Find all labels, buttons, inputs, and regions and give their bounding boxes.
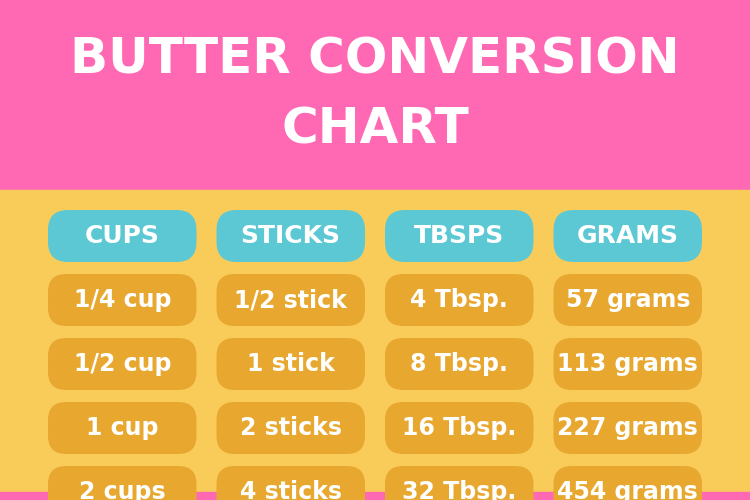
FancyBboxPatch shape	[217, 274, 365, 326]
FancyBboxPatch shape	[385, 274, 533, 326]
FancyBboxPatch shape	[554, 466, 702, 500]
FancyBboxPatch shape	[48, 274, 196, 326]
FancyBboxPatch shape	[48, 466, 196, 500]
FancyBboxPatch shape	[554, 338, 702, 390]
Text: 2 cups: 2 cups	[79, 480, 166, 500]
Text: 16 Tbsp.: 16 Tbsp.	[402, 416, 516, 440]
Text: GRAMS: GRAMS	[577, 224, 679, 248]
FancyBboxPatch shape	[385, 402, 533, 454]
FancyBboxPatch shape	[385, 210, 533, 262]
FancyBboxPatch shape	[217, 402, 365, 454]
Text: 113 grams: 113 grams	[557, 352, 698, 376]
Text: 1/2 stick: 1/2 stick	[234, 288, 347, 312]
Text: 57 grams: 57 grams	[566, 288, 690, 312]
Text: 1 stick: 1 stick	[247, 352, 334, 376]
Text: 1/2 cup: 1/2 cup	[74, 352, 171, 376]
Text: 2 sticks: 2 sticks	[240, 416, 342, 440]
Text: 32 Tbsp.: 32 Tbsp.	[402, 480, 516, 500]
Text: 1/4 cup: 1/4 cup	[74, 288, 171, 312]
FancyBboxPatch shape	[385, 466, 533, 500]
FancyBboxPatch shape	[385, 338, 533, 390]
FancyBboxPatch shape	[554, 274, 702, 326]
Text: TBSPS: TBSPS	[414, 224, 504, 248]
Text: 4 Tbsp.: 4 Tbsp.	[410, 288, 509, 312]
FancyBboxPatch shape	[554, 210, 702, 262]
Text: 1 cup: 1 cup	[86, 416, 158, 440]
FancyBboxPatch shape	[48, 402, 196, 454]
Text: STICKS: STICKS	[241, 224, 340, 248]
FancyBboxPatch shape	[554, 402, 702, 454]
Text: 4 sticks: 4 sticks	[240, 480, 342, 500]
FancyBboxPatch shape	[48, 338, 196, 390]
FancyBboxPatch shape	[217, 210, 365, 262]
Bar	[0, 190, 750, 500]
Text: 8 Tbsp.: 8 Tbsp.	[410, 352, 509, 376]
Bar	[0, 0, 750, 190]
Bar	[0, 492, 750, 500]
FancyBboxPatch shape	[217, 466, 365, 500]
Text: BUTTER CONVERSION: BUTTER CONVERSION	[70, 36, 680, 84]
Text: 227 grams: 227 grams	[557, 416, 698, 440]
Text: 454 grams: 454 grams	[557, 480, 698, 500]
FancyBboxPatch shape	[217, 338, 365, 390]
Text: CHART: CHART	[281, 106, 469, 154]
Text: CUPS: CUPS	[85, 224, 160, 248]
FancyBboxPatch shape	[48, 210, 196, 262]
